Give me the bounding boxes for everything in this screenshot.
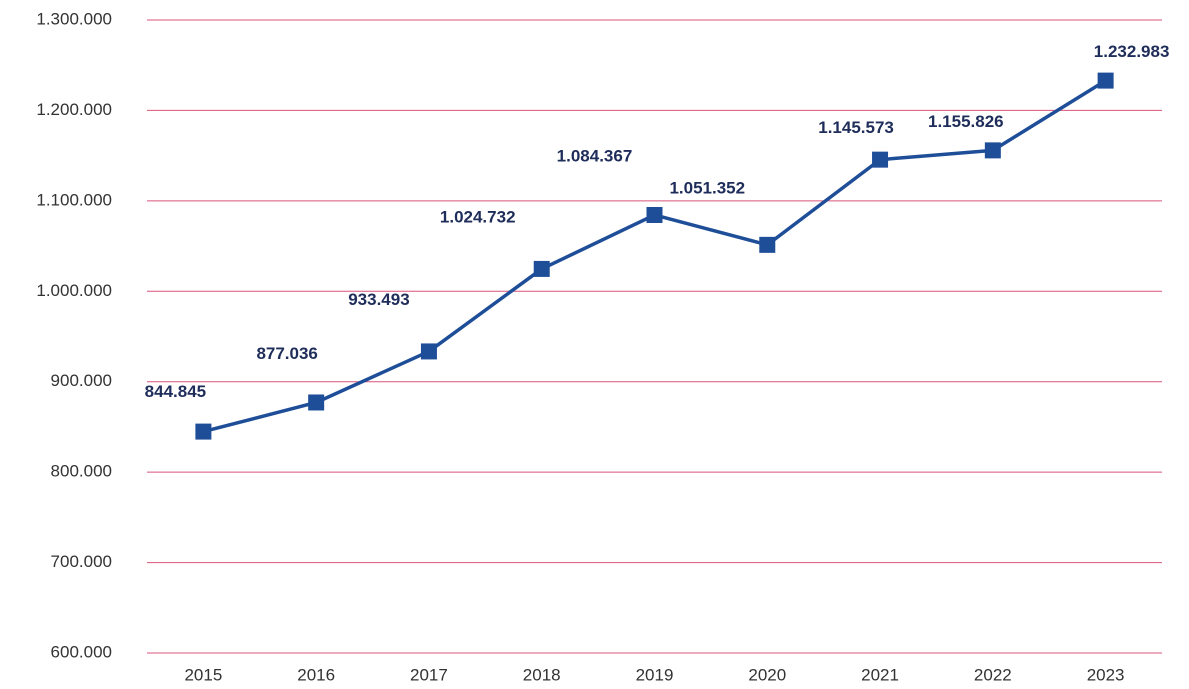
data-label: 1.145.573 xyxy=(818,118,894,137)
y-tick-label: 1.200.000 xyxy=(36,100,112,119)
x-tick-label: 2017 xyxy=(410,665,448,684)
x-tick-label: 2018 xyxy=(523,665,561,684)
data-label: 1.024.732 xyxy=(440,207,516,226)
y-tick-label: 600.000 xyxy=(51,642,112,661)
x-tick-label: 2023 xyxy=(1087,665,1125,684)
marker xyxy=(759,236,776,253)
x-tick-label: 2019 xyxy=(636,665,674,684)
data-label: 877.036 xyxy=(256,344,317,363)
data-label: 844.845 xyxy=(145,382,206,401)
marker xyxy=(646,206,663,223)
y-tick-label: 1.100.000 xyxy=(36,190,112,209)
marker xyxy=(984,142,1001,159)
x-tick-label: 2021 xyxy=(861,665,899,684)
series-line xyxy=(202,79,1107,434)
x-tick-label: 2022 xyxy=(974,665,1012,684)
marker xyxy=(1097,72,1114,89)
x-tick-label: 2020 xyxy=(748,665,786,684)
x-tick-label: 2015 xyxy=(184,665,222,684)
y-tick-label: 900.000 xyxy=(51,371,112,390)
data-label: 1.232.983 xyxy=(1094,42,1170,61)
marker xyxy=(420,343,437,360)
data-label: 1.084.367 xyxy=(557,146,633,165)
marker xyxy=(308,394,325,411)
marker xyxy=(533,260,550,277)
data-label: 1.155.826 xyxy=(928,112,1004,131)
x-tick-label: 2016 xyxy=(297,665,335,684)
data-label: 933.493 xyxy=(348,290,409,309)
y-tick-label: 700.000 xyxy=(51,552,112,571)
y-tick-label: 1.000.000 xyxy=(36,281,112,300)
y-tick-label: 1.300.000 xyxy=(36,9,112,28)
marker xyxy=(195,423,212,440)
data-label: 1.051.352 xyxy=(669,178,745,197)
marker xyxy=(872,151,889,168)
y-tick-label: 800.000 xyxy=(51,462,112,481)
